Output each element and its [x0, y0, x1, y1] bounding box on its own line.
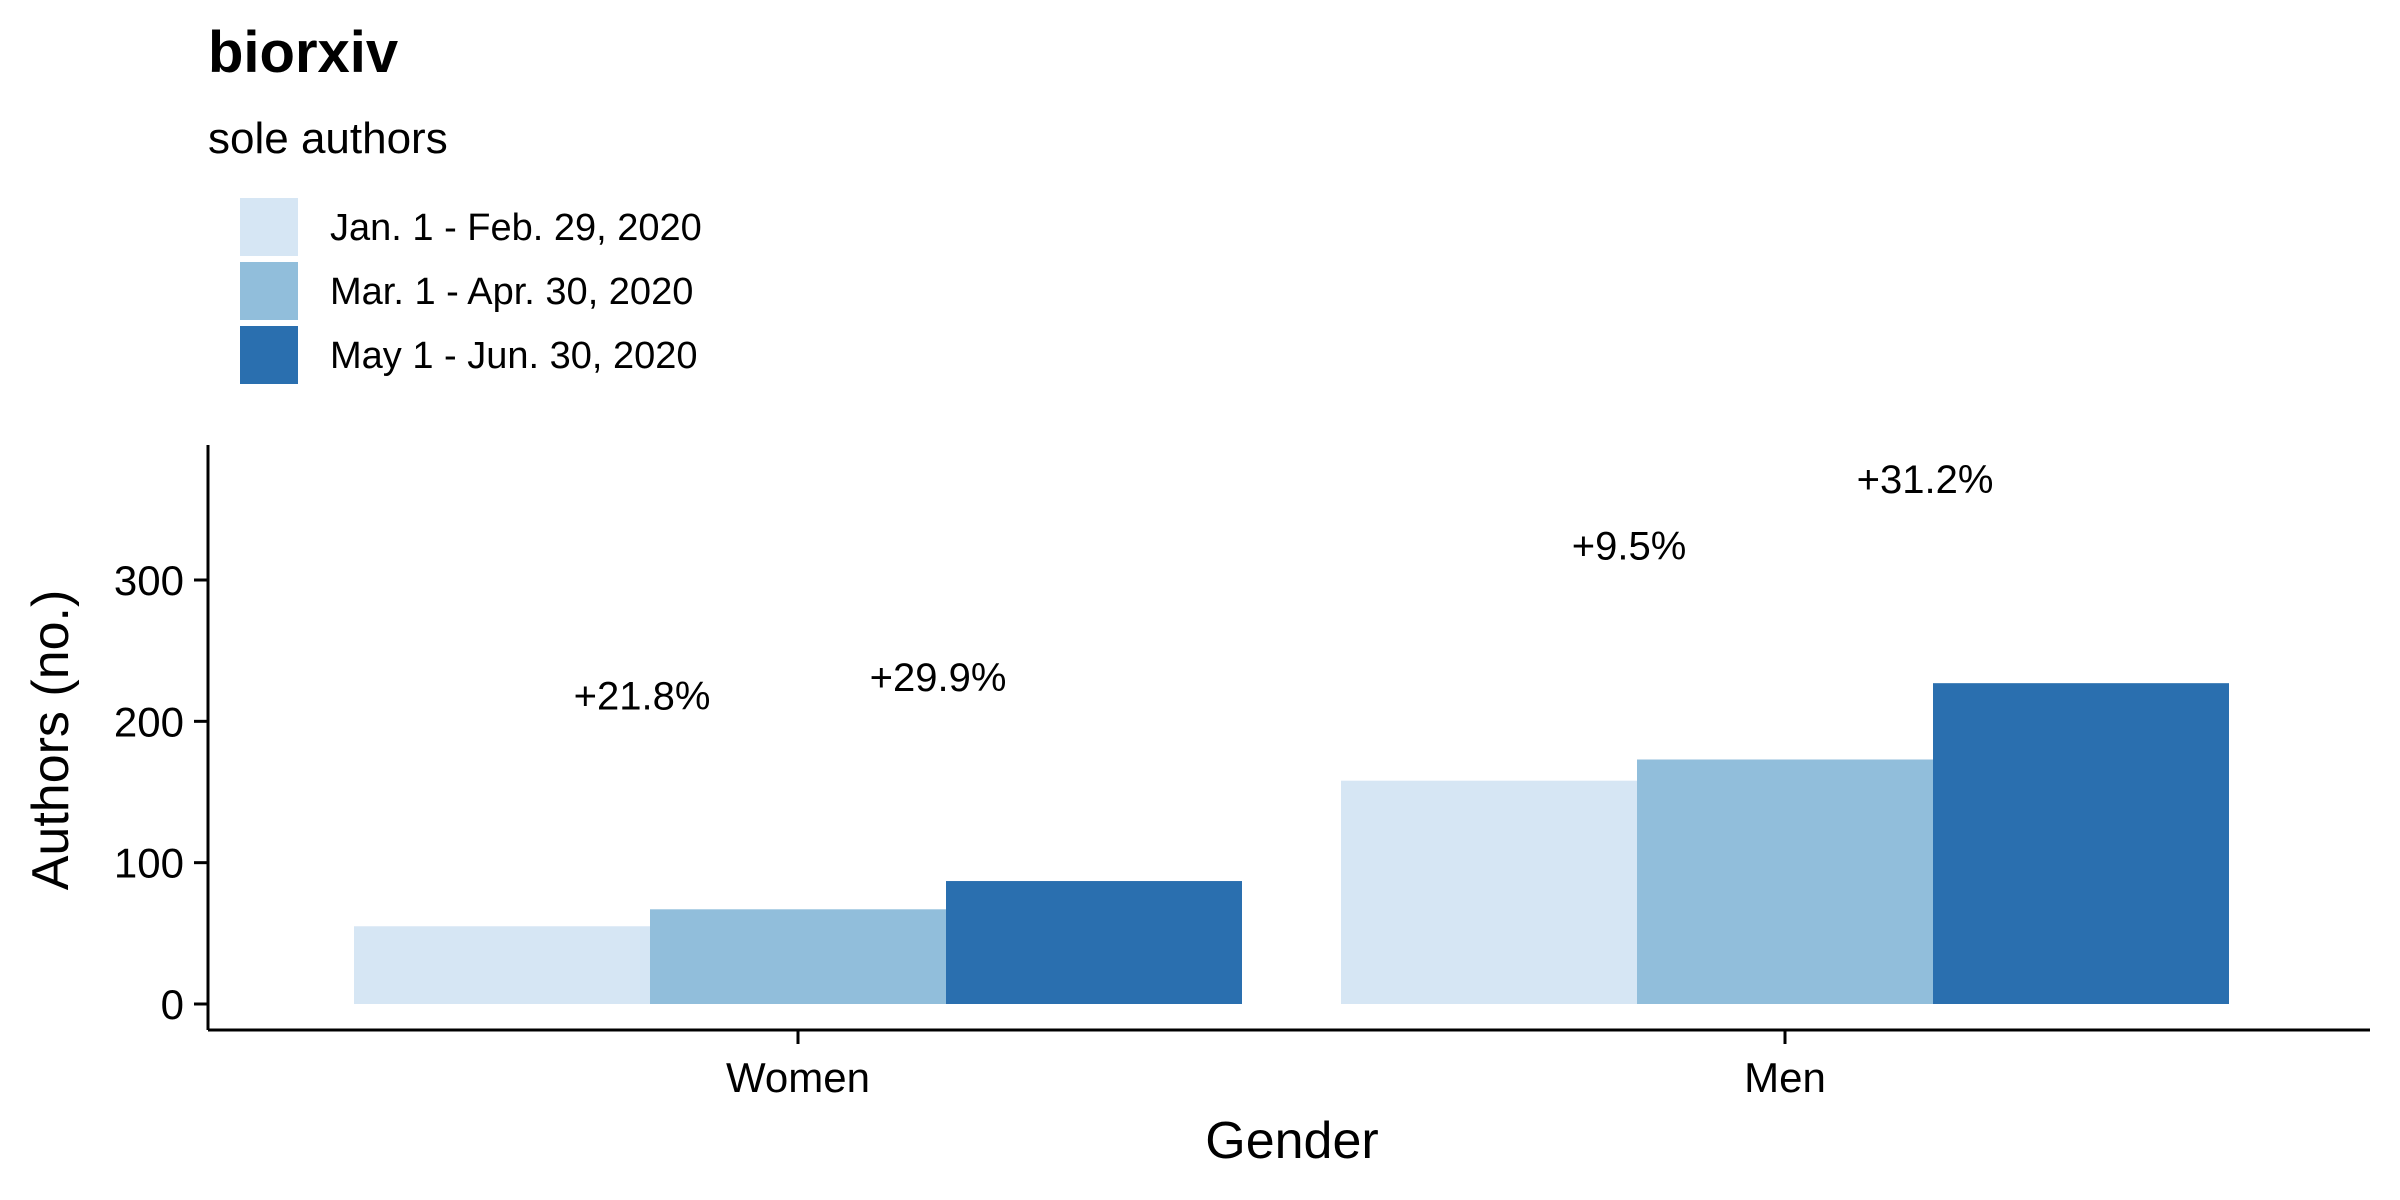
- bar: [946, 881, 1242, 1004]
- x-axis-ticks: Women Men: [726, 1030, 1826, 1101]
- data-label: +31.2%: [1857, 458, 1994, 502]
- y-axis-title: Authors (no.): [22, 590, 80, 891]
- data-label: +29.9%: [870, 656, 1007, 700]
- bar: [1341, 780, 1637, 1004]
- bar: [354, 926, 650, 1004]
- y-axis-ticks: 0 100 200 300: [114, 557, 208, 1028]
- legend-label: Jan. 1 - Feb. 29, 2020: [330, 207, 702, 249]
- legend-label: May 1 - Jun. 30, 2020: [330, 335, 698, 377]
- data-label: +21.8%: [574, 674, 711, 718]
- bar: [1637, 759, 1933, 1004]
- legend-label: Mar. 1 - Apr. 30, 2020: [330, 271, 693, 313]
- data-labels: +21.8% +29.9% +9.5% +31.2%: [574, 458, 1994, 718]
- legend: Jan. 1 - Feb. 29, 2020 Mar. 1 - Apr. 30, …: [240, 198, 702, 384]
- legend-swatch: [240, 198, 298, 256]
- chart-title: biorxiv: [208, 20, 398, 85]
- legend-swatch: [240, 326, 298, 384]
- bar: [650, 909, 946, 1004]
- y-tick-label: 100: [114, 840, 184, 887]
- x-tick-label: Men: [1744, 1054, 1826, 1101]
- x-axis-title: Gender: [1205, 1112, 1378, 1170]
- bars: [354, 683, 2229, 1004]
- plot-area: +21.8% +29.9% +9.5% +31.2% 0 100 200 300 Women…: [114, 445, 2370, 1101]
- bar: [1933, 683, 2229, 1004]
- chart-subtitle: sole authors: [208, 114, 448, 163]
- y-tick-label: 200: [114, 698, 184, 745]
- y-tick-label: 300: [114, 557, 184, 604]
- x-tick-label: Women: [726, 1054, 870, 1101]
- data-label: +9.5%: [1572, 524, 1687, 568]
- y-tick-label: 0: [161, 981, 184, 1028]
- legend-swatch: [240, 262, 298, 320]
